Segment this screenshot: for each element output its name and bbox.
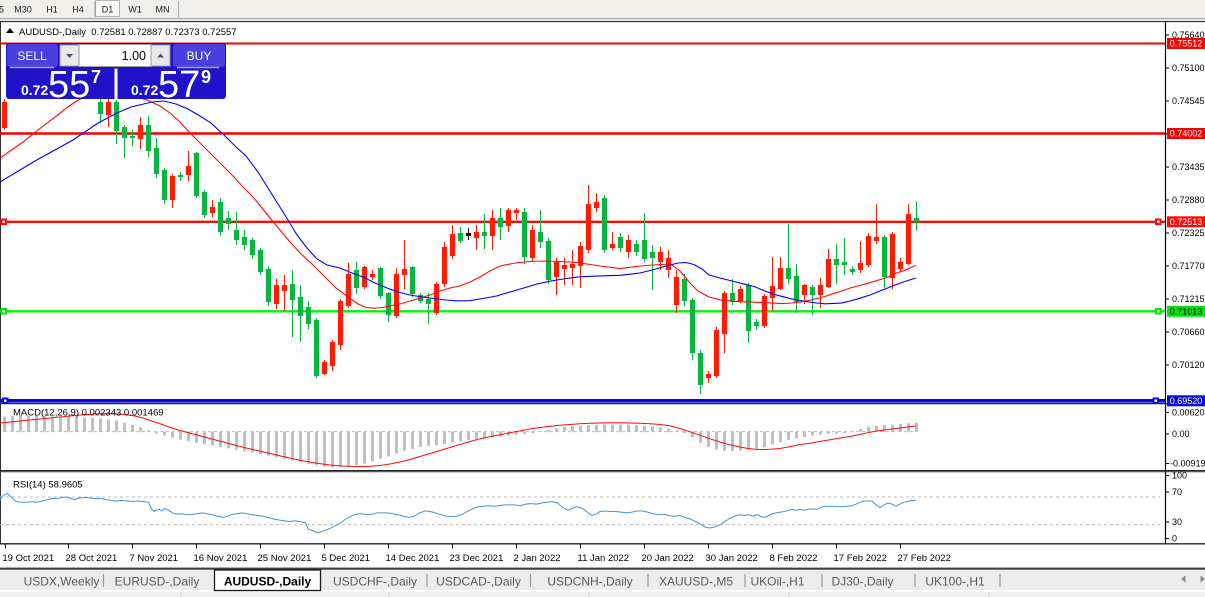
svg-text:H1: H1 [46,5,58,15]
svg-text:57: 57 [158,64,200,106]
svg-text:27 Feb 2022: 27 Feb 2022 [898,553,951,564]
svg-text:16 Nov 2021: 16 Nov 2021 [194,553,248,564]
svg-text:19 Oct 2021: 19 Oct 2021 [2,553,54,564]
svg-text:0.71215: 0.71215 [1172,294,1205,304]
svg-text:UK100-,H1: UK100-,H1 [925,575,985,589]
svg-text:M30: M30 [14,5,32,15]
svg-text:28 Oct 2021: 28 Oct 2021 [66,553,118,564]
svg-text:MN: MN [156,5,170,15]
svg-text:MACD(12,26,9) 0.002343 0.00146: MACD(12,26,9) 0.002343 0.001469 [13,408,164,419]
svg-text:25 Nov 2021: 25 Nov 2021 [258,553,312,564]
svg-text:0.00: 0.00 [1172,429,1190,439]
svg-text:0.71770: 0.71770 [1172,261,1205,271]
svg-text:RSI(14) 58.9605: RSI(14) 58.9605 [13,480,83,491]
svg-text:0: 0 [1172,534,1177,544]
svg-text:0.72513: 0.72513 [1170,217,1203,227]
svg-text:USDCNH-,Daily: USDCNH-,Daily [547,575,632,589]
svg-text:H4: H4 [72,5,84,15]
svg-text:DJ30-,Daily: DJ30-,Daily [831,575,893,589]
svg-text:11 Jan 2022: 11 Jan 2022 [578,553,630,564]
svg-text:0.006201: 0.006201 [1172,408,1205,418]
svg-text:W1: W1 [128,5,142,15]
svg-text:0.72880: 0.72880 [1172,195,1205,205]
svg-text:D1: D1 [102,5,114,15]
svg-text:0.74002: 0.74002 [1170,129,1203,139]
svg-text:2 Jan 2022: 2 Jan 2022 [514,553,561,564]
svg-text:55: 55 [48,64,90,106]
svg-text:SELL: SELL [17,49,47,63]
svg-text:EURUSD-,Daily: EURUSD-,Daily [115,575,200,589]
svg-text:BUY: BUY [187,49,212,63]
svg-text:5 Dec 2021: 5 Dec 2021 [322,553,371,564]
svg-text:1.00: 1.00 [122,49,146,63]
svg-text:8 Feb 2022: 8 Feb 2022 [770,553,818,564]
svg-text:7: 7 [91,67,101,87]
svg-text:AUDUSD-,Daily 0.72581 0.72887: AUDUSD-,Daily 0.72581 0.72887 0.72373 0.… [19,27,237,38]
svg-text:XAUUSD-,M5: XAUUSD-,M5 [659,575,733,589]
svg-text:UKOil-,H1: UKOil-,H1 [750,575,804,589]
svg-text:0.72: 0.72 [21,82,48,98]
svg-text:0.75100: 0.75100 [1172,63,1205,73]
svg-text:23 Dec 2021: 23 Dec 2021 [450,553,504,564]
svg-text:7 Nov 2021: 7 Nov 2021 [130,553,179,564]
svg-text:30 Jan 2022: 30 Jan 2022 [706,553,758,564]
svg-text:14 Dec 2021: 14 Dec 2021 [386,553,440,564]
svg-text:0.72: 0.72 [131,82,158,98]
svg-text:USDCAD-,Daily: USDCAD-,Daily [436,575,521,589]
svg-text:100: 100 [1172,471,1187,481]
svg-text:5: 5 [0,5,4,15]
svg-text:USDCHF-,Daily: USDCHF-,Daily [333,575,417,589]
svg-text:0.70120: 0.70120 [1172,360,1205,370]
svg-text:-0.00919: -0.00919 [1170,459,1205,469]
svg-text:0.70660: 0.70660 [1172,327,1205,337]
svg-text:AUDUSD-,Daily: AUDUSD-,Daily [224,575,312,589]
svg-text:0.74545: 0.74545 [1172,96,1205,106]
svg-text:70: 70 [1172,487,1182,497]
svg-text:0.73435: 0.73435 [1172,162,1205,172]
svg-text:9: 9 [201,67,211,87]
svg-text:30: 30 [1172,517,1182,527]
svg-text:0.71013: 0.71013 [1170,307,1203,317]
svg-text:17 Feb 2022: 17 Feb 2022 [834,553,887,564]
svg-text:0.75512: 0.75512 [1170,39,1203,49]
svg-text:20 Jan 2022: 20 Jan 2022 [642,553,694,564]
svg-text:0.75640: 0.75640 [1172,30,1205,40]
svg-text:0.72325: 0.72325 [1172,228,1205,238]
svg-text:0.69520: 0.69520 [1170,396,1203,406]
svg-text:USDX,Weekly: USDX,Weekly [24,575,100,589]
